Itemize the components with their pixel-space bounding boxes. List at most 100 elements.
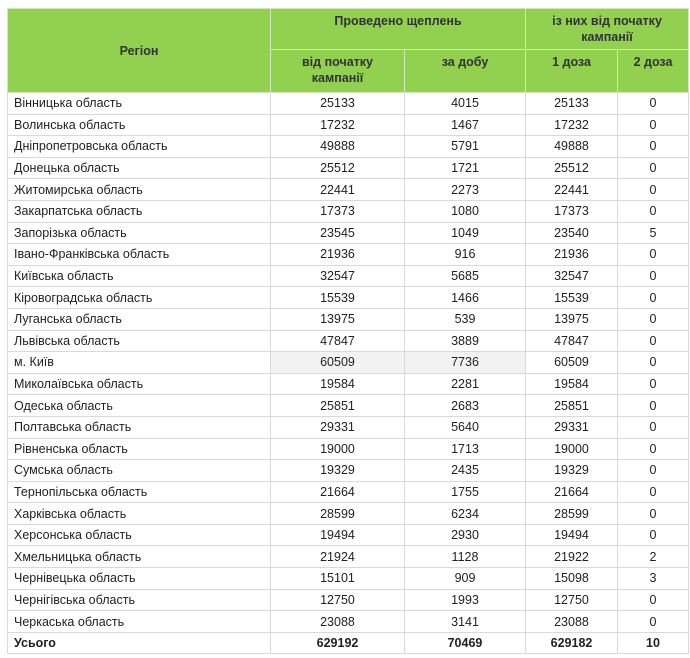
cell-dose1: 49888 — [525, 135, 618, 158]
table-row: Полтавська область 29331 5640 29331 0 — [7, 415, 689, 439]
cell-region: Волинська область — [7, 113, 271, 137]
cell-since-start: 25851 — [270, 394, 405, 417]
cell-dose1: 25133 — [525, 92, 618, 115]
cell-since-start: 17232 — [270, 113, 405, 137]
table-row: Львівська область 47847 3889 47847 0 — [7, 329, 689, 353]
cell-per-day: 5791 — [404, 135, 526, 158]
cell-since-start: 19329 — [270, 459, 405, 482]
cell-since-start: 21924 — [270, 545, 405, 569]
cell-since-start: 629192 — [270, 631, 405, 655]
cell-dose1: 32547 — [525, 264, 618, 288]
cell-dose2: 0 — [617, 415, 689, 439]
cell-since-start: 19494 — [270, 523, 405, 547]
header-per-day: за добу — [404, 49, 526, 93]
cell-dose2: 0 — [617, 307, 689, 331]
cell-since-start: 15539 — [270, 286, 405, 309]
cell-per-day: 6234 — [404, 502, 526, 525]
cell-dose2: 0 — [617, 199, 689, 223]
cell-region: Черкаська область — [7, 610, 271, 633]
header-dose2: 2 доза — [617, 49, 689, 93]
vaccination-table: Регіон Проведено щеплень із них від поча… — [7, 8, 689, 655]
header-dose1: 1 доза — [525, 49, 618, 93]
table-row: Київська область 32547 5685 32547 0 — [7, 264, 689, 288]
cell-per-day: 1755 — [404, 480, 526, 504]
cell-dose1: 23088 — [525, 610, 618, 633]
cell-region: Закарпатська область — [7, 199, 271, 223]
cell-since-start: 49888 — [270, 135, 405, 158]
cell-since-start: 19000 — [270, 437, 405, 461]
cell-since-start: 22441 — [270, 178, 405, 201]
cell-dose2: 0 — [617, 351, 689, 374]
cell-since-start: 17373 — [270, 199, 405, 223]
cell-per-day: 2435 — [404, 459, 526, 482]
table-row: м. Київ 60509 7736 60509 0 — [7, 351, 689, 374]
cell-region: Київська область — [7, 264, 271, 288]
cell-dose1: 21922 — [525, 545, 618, 569]
cell-since-start: 12750 — [270, 588, 405, 612]
cell-per-day: 4015 — [404, 92, 526, 115]
cell-dose2: 0 — [617, 610, 689, 633]
cell-per-day: 1466 — [404, 286, 526, 309]
cell-since-start: 19584 — [270, 372, 405, 396]
cell-since-start: 21664 — [270, 480, 405, 504]
cell-per-day: 1467 — [404, 113, 526, 137]
table-row: Житомирська область 22441 2273 22441 0 — [7, 178, 689, 201]
cell-since-start: 15101 — [270, 567, 405, 590]
cell-dose2: 0 — [617, 92, 689, 115]
header-since-start: від початку кампанії — [270, 49, 405, 93]
cell-per-day: 2683 — [404, 394, 526, 417]
cell-region: Харківська область — [7, 502, 271, 525]
cell-per-day: 5685 — [404, 264, 526, 288]
cell-region: м. Київ — [7, 351, 271, 374]
cell-region: Луганська область — [7, 307, 271, 331]
cell-dose2: 5 — [617, 221, 689, 245]
table-row: Вінницька область 25133 4015 25133 0 — [7, 92, 689, 115]
cell-region: Львівська область — [7, 329, 271, 353]
cell-per-day: 2273 — [404, 178, 526, 201]
cell-region: Полтавська область — [7, 415, 271, 439]
cell-dose1: 23540 — [525, 221, 618, 245]
cell-dose1: 15539 — [525, 286, 618, 309]
cell-region: Миколаївська область — [7, 372, 271, 396]
table-row: Чернівецька область 15101 909 15098 3 — [7, 567, 689, 590]
cell-region: Сумська область — [7, 459, 271, 482]
cell-dose1: 19329 — [525, 459, 618, 482]
cell-dose2: 0 — [617, 437, 689, 461]
cell-dose1: 19494 — [525, 523, 618, 547]
cell-region: Херсонська область — [7, 523, 271, 547]
cell-since-start: 13975 — [270, 307, 405, 331]
cell-dose2: 3 — [617, 567, 689, 590]
cell-per-day: 909 — [404, 567, 526, 590]
table-row: Миколаївська область 19584 2281 19584 0 — [7, 372, 689, 396]
cell-dose2: 0 — [617, 156, 689, 180]
cell-region: Рівненська область — [7, 437, 271, 461]
header-vaccinations: Проведено щеплень — [270, 8, 526, 50]
cell-since-start: 23545 — [270, 221, 405, 245]
table-row: Закарпатська область 17373 1080 17373 0 — [7, 199, 689, 223]
cell-dose2: 0 — [617, 523, 689, 547]
cell-region: Чернігівська область — [7, 588, 271, 612]
cell-dose1: 25851 — [525, 394, 618, 417]
cell-dose2: 0 — [617, 588, 689, 612]
table-row: Луганська область 13975 539 13975 0 — [7, 307, 689, 331]
cell-per-day: 1080 — [404, 199, 526, 223]
cell-region: Усього — [7, 631, 271, 655]
cell-dose2: 0 — [617, 459, 689, 482]
cell-dose2: 0 — [617, 135, 689, 158]
cell-dose1: 12750 — [525, 588, 618, 612]
table-row: Черкаська область 23088 3141 23088 0 — [7, 610, 689, 633]
cell-per-day: 7736 — [404, 351, 526, 374]
cell-dose2: 10 — [617, 631, 689, 655]
cell-region: Івано-Франківська область — [7, 243, 271, 266]
cell-dose1: 21664 — [525, 480, 618, 504]
table-row: Хмельницька область 21924 1128 21922 2 — [7, 545, 689, 569]
cell-dose1: 29331 — [525, 415, 618, 439]
cell-dose1: 28599 — [525, 502, 618, 525]
cell-dose2: 0 — [617, 394, 689, 417]
cell-per-day: 3141 — [404, 610, 526, 633]
cell-per-day: 539 — [404, 307, 526, 331]
cell-dose1: 60509 — [525, 351, 618, 374]
cell-per-day: 1049 — [404, 221, 526, 245]
cell-dose2: 0 — [617, 264, 689, 288]
cell-region: Донецька область — [7, 156, 271, 180]
